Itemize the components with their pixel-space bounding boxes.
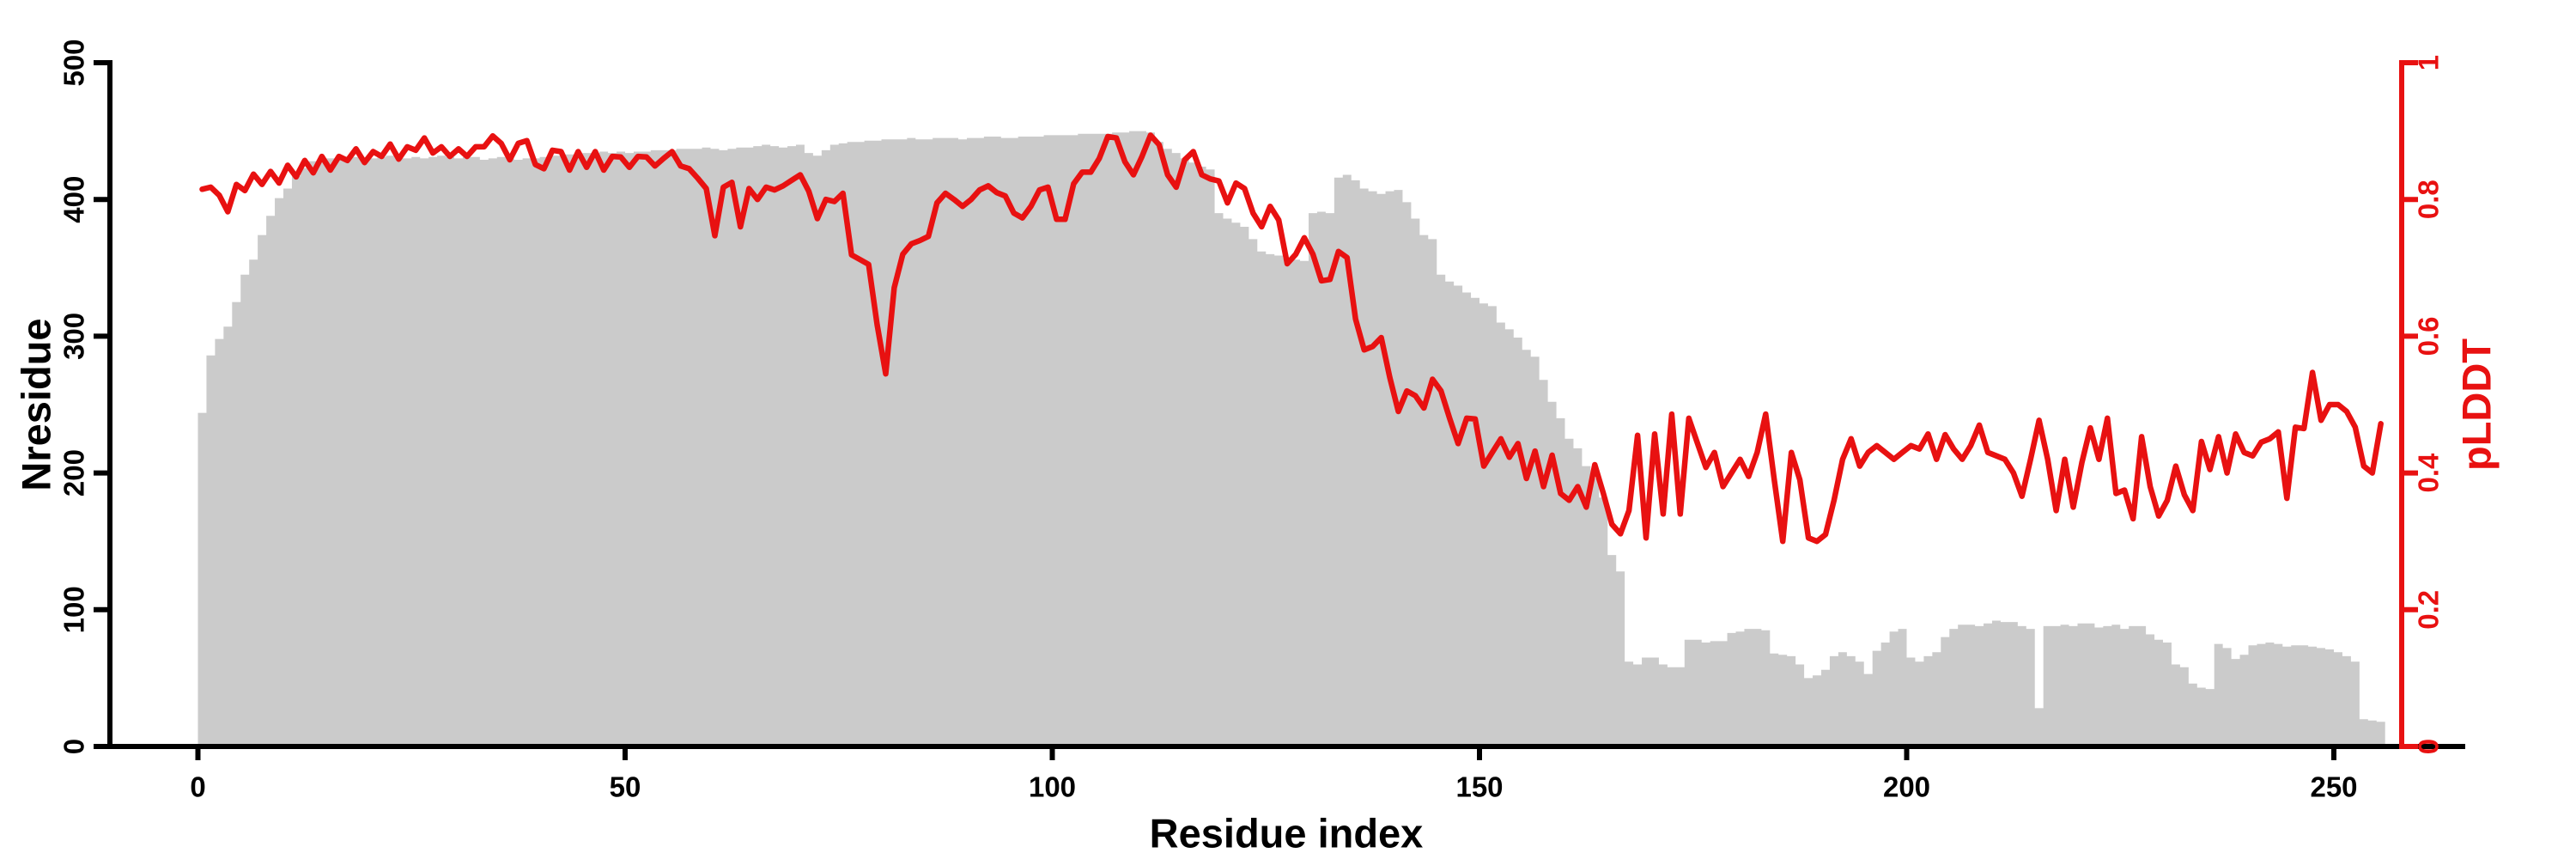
- x-axis-title: Residue index: [1150, 811, 1424, 856]
- x-tick-label: 50: [610, 771, 641, 803]
- chart-tick-layer: 0 100 200 300 400 500 0 0.2 0.4 0.6 0.8 1 0 50 100 150 2…: [58, 39, 2445, 802]
- right-tick-label: 0.8: [2413, 180, 2445, 219]
- right-tick-label: 0.4: [2413, 453, 2445, 493]
- left-tick-label: 0: [58, 739, 90, 754]
- right-tick-label: 0.2: [2413, 590, 2445, 630]
- x-tick-label: 100: [1029, 771, 1076, 803]
- right-tick-label: 0.6: [2413, 316, 2445, 356]
- left-axis-title: Nresidue: [14, 318, 59, 490]
- x-tick-label: 200: [1883, 771, 1930, 803]
- plddt-line: [199, 132, 2384, 545]
- chart-axes-layer: [105, 60, 2465, 749]
- left-tick-label: 100: [58, 586, 90, 633]
- right-tick-label: 1: [2413, 55, 2445, 70]
- left-tick-label: 500: [58, 39, 90, 86]
- left-tick-label: 400: [58, 176, 90, 223]
- left-tick-label: 200: [58, 449, 90, 497]
- left-tick-label: 300: [58, 313, 90, 360]
- chart-series-layer: [197, 131, 2385, 747]
- right-axis-title: pLDDT: [2454, 338, 2500, 471]
- x-tick-label: 250: [2310, 771, 2357, 803]
- right-tick-label: 0: [2413, 739, 2445, 754]
- x-tick-label: 150: [1455, 771, 1503, 803]
- nresidue-bars: [197, 131, 2385, 747]
- x-tick-label: 0: [190, 771, 205, 803]
